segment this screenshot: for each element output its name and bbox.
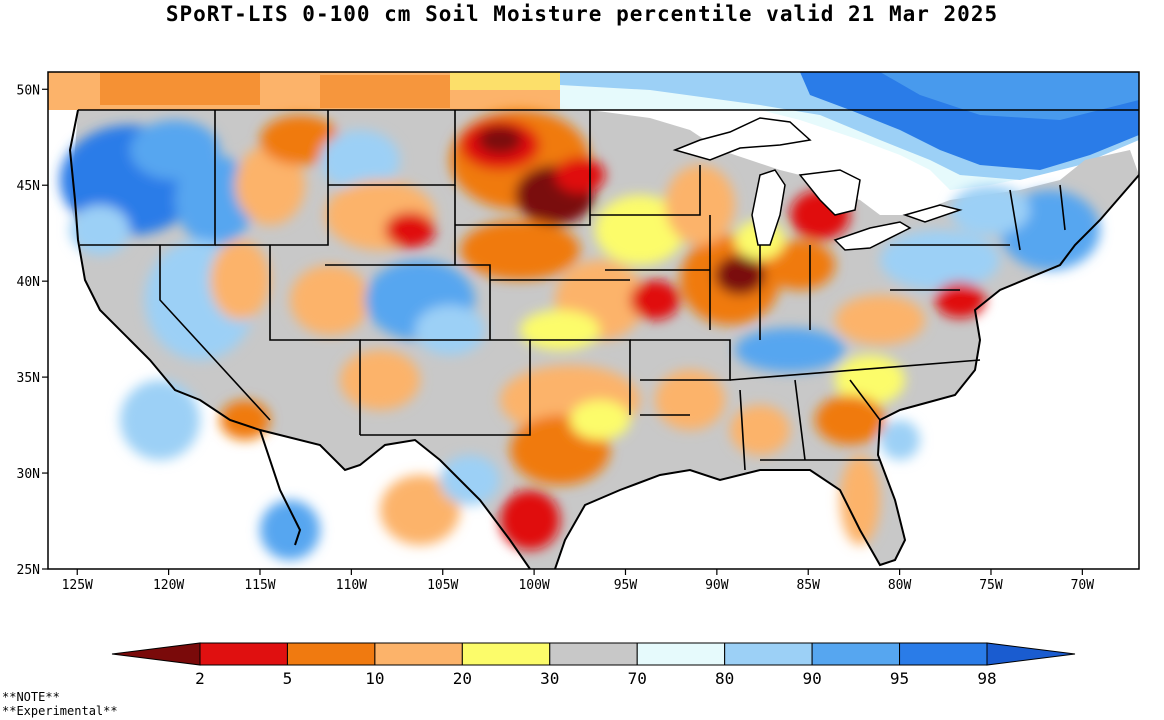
canada-region <box>48 72 1139 190</box>
lon-tick-label: 95W <box>614 578 638 593</box>
plot-area <box>48 72 1139 569</box>
lat-tick-label: 40N <box>17 275 40 290</box>
colorbar-label: 95 <box>890 669 909 688</box>
colorbar-label: 2 <box>195 669 205 688</box>
experimental-label: **Experimental** <box>2 704 118 718</box>
colorbar-label: 30 <box>540 669 559 688</box>
colorbar: 2 5 10 20 30 70 80 90 95 98 <box>111 642 1076 688</box>
great-lakes <box>672 117 963 251</box>
map-title: SPoRT-LIS 0-100 cm Soil Moisture percent… <box>165 2 999 26</box>
lon-tick-label: 100W <box>518 578 549 593</box>
lon-tick-label: 120W <box>153 578 184 593</box>
plot-frame <box>47 71 1140 570</box>
colorbar-label: 98 <box>977 669 996 688</box>
colorbar-box <box>636 642 726 666</box>
lat-tick-label: 45N <box>17 179 40 194</box>
coastline <box>68 109 1139 569</box>
latitude-axis: 50N 45N 40N 35N 30N 25N <box>17 83 48 578</box>
lon-tick-label: 110W <box>336 578 367 593</box>
colorbar-label: 90 <box>802 669 821 688</box>
state-borders <box>78 109 1139 471</box>
colorbar-low-arrow <box>111 642 201 666</box>
lon-tick-label: 125W <box>62 578 93 593</box>
colorbar-label: 20 <box>453 669 472 688</box>
lon-tick-label: 75W <box>979 578 1003 593</box>
colorbar-box <box>811 642 901 666</box>
lat-tick-label: 30N <box>17 467 40 482</box>
lon-tick-label: 85W <box>796 578 820 593</box>
colorbar-box <box>549 642 638 666</box>
lon-tick-label: 90W <box>705 578 729 593</box>
colorbar-label: 10 <box>365 669 384 688</box>
colorbar-box <box>899 642 988 666</box>
lat-tick-label: 50N <box>17 83 40 98</box>
colorbar-box <box>724 642 813 666</box>
colorbar-box <box>374 642 463 666</box>
lon-tick-label: 80W <box>888 578 912 593</box>
lon-tick-label: 105W <box>427 578 458 593</box>
colorbar-box <box>286 642 376 666</box>
colorbar-label: 70 <box>628 669 647 688</box>
colorbar-box <box>199 642 288 666</box>
lon-tick-label: 115W <box>244 578 275 593</box>
lat-tick-label: 35N <box>17 371 40 386</box>
colorbar-high-arrow <box>986 642 1076 666</box>
lat-tick-label: 25N <box>17 563 40 578</box>
colorbar-label: 5 <box>283 669 293 688</box>
longitude-axis: 125W 120W 115W 110W 105W 100W 95W 90W 85W 80W 75W 7… <box>62 569 1095 593</box>
colorbar-box <box>461 642 551 666</box>
lon-tick-label: 70W <box>1071 578 1095 593</box>
colorbar-label: 80 <box>715 669 734 688</box>
note-label: **NOTE** <box>2 690 60 704</box>
